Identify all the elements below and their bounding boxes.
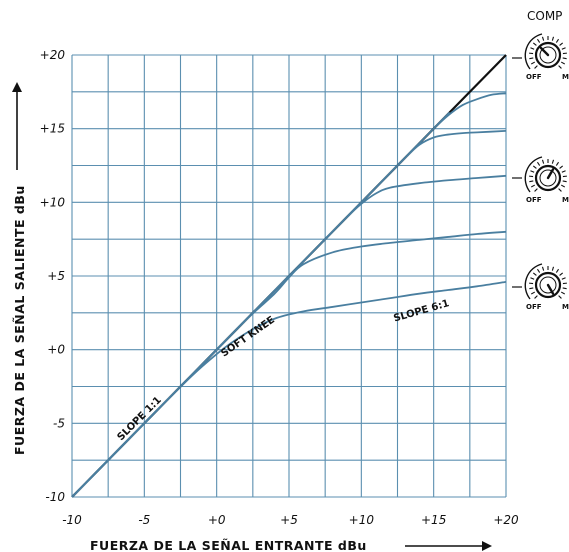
y-tick-label: +0: [47, 343, 65, 357]
y-tick-label: -5: [53, 416, 65, 430]
compressor-knob: OFF M: [512, 33, 569, 81]
x-tick-label: -10: [62, 513, 82, 527]
x-tick-label: +10: [349, 513, 375, 527]
knob-tick: [530, 47, 535, 50]
knob-tick: [532, 165, 537, 169]
knob-tick: [555, 38, 560, 43]
knob-tick: [529, 57, 534, 60]
knob-tick: [541, 36, 545, 41]
y-tick-label: -10: [45, 490, 65, 504]
knob-tick: [534, 65, 538, 69]
knob-tick: [561, 170, 566, 173]
x-tick-label: +5: [280, 513, 298, 527]
knob-tick: [558, 188, 562, 192]
knob-tick: [541, 266, 545, 271]
knob-bracket: [524, 33, 543, 70]
knob-tick: [536, 38, 541, 43]
compressor-knob: OFF M: [512, 156, 569, 204]
knob-tick: [536, 161, 541, 166]
knob-tick: [562, 57, 567, 60]
knob-tick: [530, 184, 536, 188]
knob-tick: [560, 184, 566, 188]
knob-tick: [534, 188, 538, 192]
knob-max-label: M: [562, 73, 569, 81]
chart-grid: [71, 54, 507, 498]
knob-pointer: [546, 283, 555, 295]
series-line-compressed-1: [71, 281, 507, 498]
knob-bracket: [524, 263, 543, 300]
knob-tick: [558, 295, 562, 299]
knob-tick: [534, 295, 538, 299]
knob-tick: [532, 42, 537, 46]
knob-tick: [551, 159, 555, 164]
knob-tick: [530, 61, 536, 65]
knob-tick: [551, 36, 555, 41]
x-axis-label: FUERZA DE LA SEÑAL ENTRANTE dBu: [90, 538, 367, 552]
chart-ticks: -10 -5 +0 +5 +10 +15 +20 -10 -5 +0 +5 +10 +15 +20: [40, 48, 519, 527]
knob-tick: [529, 180, 534, 183]
knob-tick: [536, 268, 541, 273]
x-tick-label: +0: [208, 513, 226, 527]
knob-tick: [561, 47, 566, 50]
knob-bracket: [524, 156, 543, 193]
y-tick-label: +10: [40, 195, 66, 209]
knob-tick: [529, 287, 534, 290]
knob-inner: [539, 169, 557, 187]
knob-tick: [562, 180, 567, 183]
knob-off-label: OFF: [526, 73, 542, 81]
knob-tick: [558, 65, 562, 69]
knob-tick: [530, 277, 535, 280]
x-tick-label: -5: [138, 513, 150, 527]
knob-tick: [560, 61, 566, 65]
annotation-slope-6-1: SLOPE 6:1: [392, 298, 450, 324]
y-tick-label: +5: [47, 269, 65, 283]
knob-tick: [530, 170, 535, 173]
knob-max-label: M: [562, 303, 569, 311]
knob-off-label: OFF: [526, 196, 542, 204]
knob-tick: [530, 291, 536, 295]
knob-tick: [562, 287, 567, 290]
knob-inner: [539, 46, 557, 64]
series-line-compressed-5: [71, 92, 507, 498]
knob-tick: [541, 159, 545, 164]
knob-inner: [539, 276, 557, 294]
knob-tick: [559, 272, 564, 276]
knob-tick: [555, 268, 560, 273]
knob-off-label: OFF: [526, 303, 542, 311]
knob-tick: [559, 165, 564, 169]
x-tick-label: +15: [421, 513, 446, 527]
knob-pointer: [539, 46, 550, 57]
y-tick-label: +20: [40, 48, 66, 62]
annotations: SLOPE 1:1 SOFT KNEE SLOPE 6:1: [116, 298, 451, 443]
knob-pointer: [546, 168, 555, 180]
compressor-knobs: OFF M OFF M OFF M: [512, 33, 569, 311]
knob-tick: [532, 272, 537, 276]
annotation-slope-1-1: SLOPE 1:1: [116, 395, 164, 443]
knob-tick: [555, 161, 560, 166]
knob-tick: [561, 277, 566, 280]
knob-tick: [551, 266, 555, 271]
knob-tick: [559, 42, 564, 46]
y-tick-label: +15: [40, 122, 65, 136]
knob-max-label: M: [562, 196, 569, 204]
compressor-title: COMP: [527, 9, 562, 23]
y-axis-label: FUERZA DE LA SEÑAL SALIENTE dBu: [12, 185, 27, 455]
compressor-knob: OFF M: [512, 263, 569, 311]
chart-curves: [71, 54, 507, 498]
knob-tick: [560, 291, 566, 295]
x-tick-label: +20: [493, 513, 519, 527]
